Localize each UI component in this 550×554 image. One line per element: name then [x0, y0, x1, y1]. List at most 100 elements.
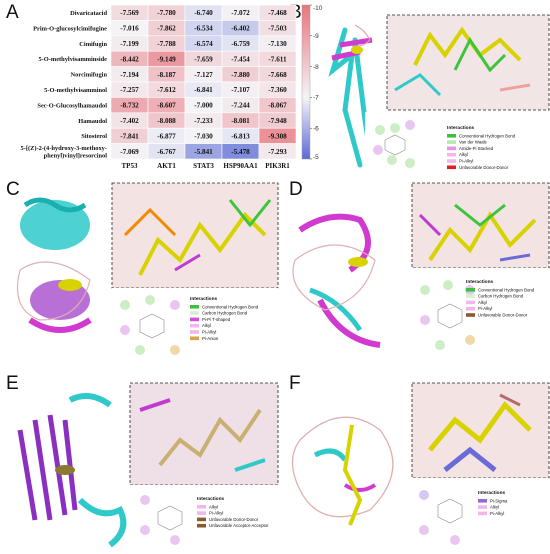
legend-item: Conventional Hydrogen Bond	[478, 287, 535, 292]
colorbar-tick-label: -7	[313, 95, 319, 102]
cell-value: -7.233	[194, 117, 213, 125]
legend-item: Alkyl	[209, 504, 218, 509]
panel-e-zoom-box	[129, 382, 279, 486]
panel-c-structure	[16, 197, 92, 333]
legend-swatch	[447, 146, 456, 151]
cell-value: -7.788	[157, 40, 176, 48]
panel-d-legend: Interactions Conventional Hydrogen Bond Ca…	[466, 279, 535, 318]
row-label: Cimifugin	[79, 41, 107, 48]
legend-item: Unfavorable Donor-Donor	[478, 313, 528, 318]
legend-swatch	[478, 511, 487, 516]
legend-item: Pi-Alkyl	[490, 511, 504, 516]
legend-swatch	[466, 313, 475, 317]
cell-value: -7.668	[268, 71, 287, 79]
panel-letter-c: C	[6, 179, 20, 200]
panel-d-2d-residues	[420, 280, 475, 350]
cell-value: -7.454	[231, 55, 250, 63]
legend-item: Alkyl	[478, 300, 487, 305]
panel-b-ligand	[394, 26, 531, 97]
panel-b-2d-diagram	[365, 112, 549, 176]
panel-c-legend: Interactions Conventional Hydrogen Bond Ca…	[190, 296, 259, 341]
legend-title: Interactions	[197, 496, 225, 502]
colorbar	[301, 4, 311, 160]
legend-item: Alkyl	[459, 152, 468, 157]
row-label: Sitosterol	[81, 133, 107, 140]
cell-value: -7.659	[194, 55, 213, 63]
panel-e-structure	[17, 393, 127, 548]
legend-item: Pi-Alkyl	[202, 330, 216, 335]
legend-item: Alkyl	[490, 505, 499, 510]
panel-letter-e: E	[6, 373, 19, 394]
cell-value: -7.402	[120, 117, 139, 125]
row-label: Hamaudol	[78, 118, 107, 125]
colorbar-tick-label: -8	[313, 64, 319, 71]
panel-letter-d: D	[289, 179, 303, 200]
cell-value: -7.841	[120, 132, 139, 140]
cell-value: -5.478	[231, 148, 250, 156]
cell-value: -6.574	[194, 40, 213, 48]
panel-e-ligand	[139, 398, 266, 472]
legend-swatch	[197, 523, 206, 528]
panel-f-zoom-box	[411, 382, 550, 479]
panel-d-ligand	[418, 203, 537, 262]
cell-value: -7.130	[268, 40, 287, 48]
cell-value: -6.841	[194, 86, 213, 94]
cell-value: -5.841	[194, 148, 213, 156]
panel-c-2d-residues	[120, 295, 180, 355]
legend-swatch	[447, 159, 456, 163]
cell-value: -6.877	[157, 132, 176, 140]
row-label: Divaricatacid	[70, 10, 107, 17]
legend-item: Amide-Pi Stacked	[459, 146, 494, 151]
legend-swatch	[466, 300, 475, 305]
panel-d-2d-diagram	[412, 268, 549, 363]
colorbar-tick-label: -5	[313, 154, 319, 161]
legend-item: Carbon Hydrogen Bond	[478, 294, 524, 299]
cell-value: -7.069	[120, 148, 139, 156]
legend-item: Unfavorable Donor-Donor	[459, 165, 509, 170]
cell-value: -7.780	[157, 9, 176, 17]
cell-value: -7.016	[120, 25, 139, 33]
legend-swatch	[466, 288, 475, 292]
panel-c-ligand	[123, 199, 272, 276]
cell-value: -8.732	[120, 102, 139, 110]
legend-swatch	[190, 336, 199, 341]
cell-value: -8.187	[157, 71, 176, 79]
cell-value: -7.257	[120, 86, 139, 94]
cell-value: -7.503	[268, 25, 287, 33]
cell-value: -7.244	[231, 102, 250, 110]
cell-value: -7.611	[268, 55, 287, 63]
panel-b-zoom-box	[386, 14, 550, 111]
panel-d-structure	[292, 213, 381, 348]
panel-b-2d-residues	[373, 120, 415, 168]
cell-value: -6.740	[194, 9, 213, 17]
cell-value: -8.088	[157, 117, 176, 125]
heatmap-a: Divaricatacid -7.569 -7.780 -6.740 -7.072 -7.…	[21, 4, 323, 170]
legend-swatch	[190, 323, 199, 328]
legend-item: Carbon Hydrogen Bond	[202, 311, 248, 316]
row-label: Sec-O-Glucosylhamaudol	[37, 102, 107, 109]
legend-item: Pi-Sigma	[490, 498, 508, 503]
legend-swatch	[197, 517, 206, 522]
row-label: Prim-O-glucosylcimifugine	[33, 25, 107, 32]
cell-value: -7.107	[231, 86, 250, 94]
legend-title: Interactions	[190, 296, 218, 302]
cell-value: -9.308	[268, 132, 287, 140]
column-label: TP53	[122, 162, 138, 170]
legend-swatch	[478, 499, 487, 503]
legend-swatch	[447, 165, 456, 170]
cell-value: -6.402	[231, 25, 250, 33]
legend-swatch	[197, 511, 206, 515]
column-label: PIK3R1	[265, 162, 290, 170]
panel-letter-f: F	[289, 373, 301, 394]
legend-title: Interactions	[466, 279, 494, 285]
legend-item: Pi-Anion	[202, 336, 219, 341]
legend-swatch	[447, 152, 456, 157]
legend-swatch	[190, 311, 199, 315]
cell-value: -6.759	[231, 40, 250, 48]
cell-value: -6.534	[194, 25, 213, 33]
cell-value: -7.612	[157, 86, 176, 94]
legend-swatch	[190, 330, 199, 334]
